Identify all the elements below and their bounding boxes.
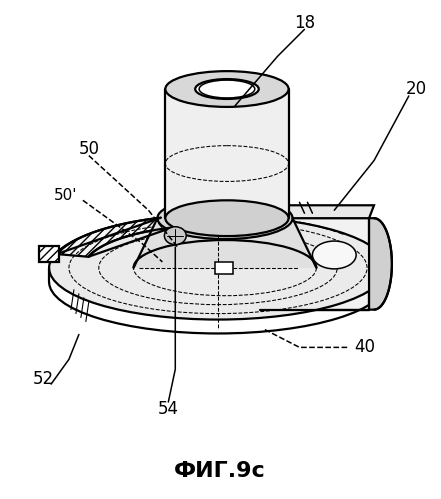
Polygon shape	[369, 218, 392, 309]
Text: 50': 50'	[54, 188, 78, 203]
Text: 18: 18	[294, 14, 315, 32]
Polygon shape	[57, 218, 172, 257]
Polygon shape	[260, 218, 369, 309]
Text: 52: 52	[33, 370, 54, 388]
Ellipse shape	[49, 216, 387, 319]
Text: ФИГ.9с: ФИГ.9с	[174, 461, 266, 481]
Polygon shape	[39, 246, 59, 262]
Ellipse shape	[157, 197, 292, 239]
Text: 50: 50	[78, 140, 99, 158]
Ellipse shape	[312, 241, 356, 269]
Polygon shape	[260, 205, 374, 218]
Polygon shape	[165, 89, 288, 218]
Ellipse shape	[164, 227, 186, 245]
Polygon shape	[215, 262, 233, 274]
Polygon shape	[134, 218, 316, 268]
Text: 20: 20	[406, 80, 427, 98]
Text: 40: 40	[354, 338, 375, 356]
Text: 54: 54	[158, 400, 179, 418]
Ellipse shape	[165, 71, 288, 107]
Ellipse shape	[195, 79, 259, 99]
Ellipse shape	[165, 200, 288, 236]
